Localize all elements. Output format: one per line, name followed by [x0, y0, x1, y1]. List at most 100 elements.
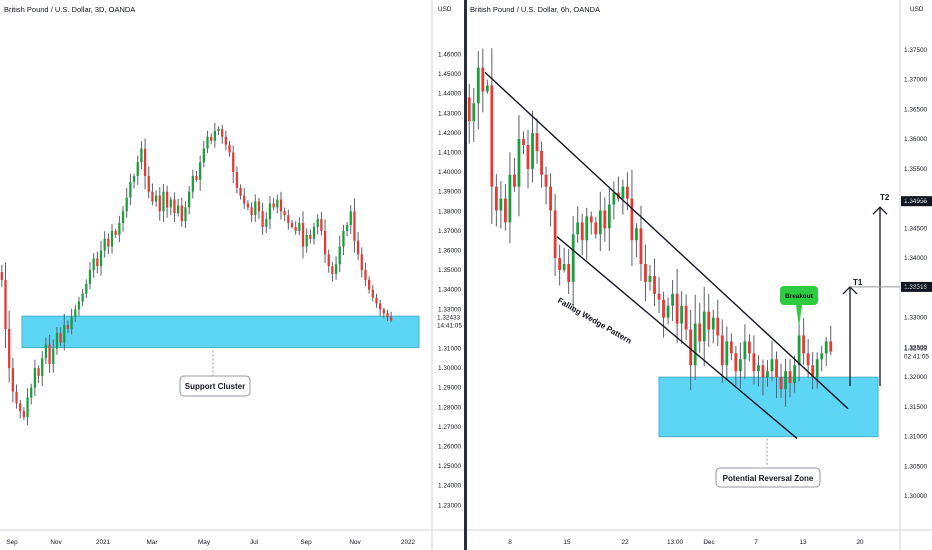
t1-label: T1 — [853, 278, 863, 287]
left-y-tick-21: 1.24000 — [438, 483, 462, 490]
left-candle-102 — [375, 297, 378, 304]
left-candle-96 — [353, 211, 356, 241]
left-candle-40 — [147, 176, 150, 192]
right-y-tick-6: 1.34500 — [904, 225, 928, 232]
right-candle-32 — [612, 192, 616, 205]
left-candle-94 — [345, 225, 349, 231]
right-candle-40 — [648, 275, 652, 282]
right-y-tick-4: 1.35500 — [904, 166, 928, 173]
left-candle-54 — [199, 162, 202, 180]
left-candle-38 — [140, 148, 143, 163]
right-candle-37 — [635, 228, 638, 241]
right-candle-47 — [680, 305, 684, 324]
right-candle-15 — [535, 133, 539, 151]
left-x-tick-2: 2021 — [96, 539, 111, 546]
left-candle-99 — [364, 270, 367, 280]
chart-panel-right[interactable]: Falling Wedge Pattern Breakout Potential R… — [467, 0, 932, 550]
left-y-tick-15: 1.30000 — [438, 365, 462, 372]
right-candle-38 — [639, 228, 643, 265]
left-candle-8 — [30, 387, 33, 398]
right-candles — [467, 48, 833, 407]
t2-price: 1.34956 — [904, 198, 928, 205]
right-y-tick-1: 1.37000 — [904, 77, 928, 84]
right-candle-80 — [829, 341, 833, 352]
left-y-tick-0: 1.46000 — [438, 52, 462, 59]
right-candle-18 — [549, 186, 552, 211]
right-candle-21 — [562, 264, 566, 270]
left-candle-0 — [0, 272, 3, 280]
left-candle-31 — [114, 230, 117, 235]
right-candle-76 — [811, 365, 815, 378]
right-y-tick-15: 1.30000 — [904, 493, 928, 500]
t2-price-tag — [901, 196, 932, 207]
left-candle-45 — [165, 191, 169, 208]
left-candle-50 — [184, 207, 187, 222]
left-candle-56 — [206, 136, 209, 149]
right-candle-19 — [553, 210, 557, 259]
right-candle-30 — [603, 210, 607, 229]
left-candle-14 — [52, 348, 55, 365]
left-candle-74 — [272, 203, 275, 208]
left-candle-98 — [360, 254, 363, 271]
left-candle-39 — [143, 148, 147, 177]
right-candle-61 — [743, 341, 747, 360]
left-candle-16 — [59, 332, 62, 343]
left-x-tick-5: Jul — [250, 539, 258, 546]
left-candle-55 — [202, 148, 205, 163]
right-candle-24 — [576, 222, 580, 235]
panel-divider[interactable] — [464, 0, 467, 550]
chart-panel-left[interactable]: Support Cluster 1.32433 14:41:05 1.46000 1.… — [0, 0, 464, 550]
left-candle-9 — [33, 368, 37, 388]
right-candle-71 — [788, 371, 792, 384]
right-candle-14 — [531, 133, 534, 169]
left-y-tick-18: 1.27000 — [438, 424, 462, 431]
right-candle-70 — [784, 371, 787, 390]
left-candle-22 — [81, 293, 84, 302]
left-candle-86 — [316, 219, 319, 227]
left-candle-57 — [210, 136, 213, 141]
right-candle-67 — [770, 359, 774, 372]
right-y-tick-7: 1.34000 — [904, 255, 928, 262]
left-candle-105 — [386, 313, 389, 318]
left-candle-58 — [213, 130, 217, 141]
right-x-tick-5: 7 — [754, 539, 758, 546]
left-y-tick-11: 1.35000 — [438, 267, 462, 274]
left-y-tick-22: 1.23000 — [438, 502, 462, 509]
left-candle-5 — [19, 403, 22, 412]
right-last-price: 1.32433 — [904, 345, 928, 352]
left-candle-92 — [338, 246, 341, 265]
left-candle-51 — [188, 191, 191, 208]
left-candle-10 — [37, 368, 40, 376]
left-candle-53 — [195, 176, 198, 180]
right-y-tick-9: 1.33000 — [904, 315, 928, 322]
right-candle-0 — [467, 97, 471, 122]
falling-wedge-label: Falling Wedge Pattern — [556, 296, 633, 346]
right-x-tick-2: 22 — [621, 539, 629, 546]
left-candle-20 — [74, 309, 77, 318]
left-candle-48 — [176, 205, 180, 214]
left-candle-65 — [239, 187, 242, 196]
right-candle-6 — [494, 186, 498, 211]
left-candle-89 — [327, 254, 330, 267]
left-candle-64 — [235, 172, 239, 188]
right-chart-svg[interactable]: Falling Wedge Pattern Breakout Potential R… — [467, 0, 932, 550]
right-candle-23 — [571, 234, 575, 282]
left-candle-59 — [217, 128, 220, 131]
right-candle-20 — [558, 258, 562, 270]
left-candle-67 — [246, 203, 250, 208]
right-y-tick-14: 1.30500 — [904, 463, 928, 470]
left-candle-93 — [342, 230, 345, 247]
right-candle-5 — [490, 85, 494, 187]
left-candle-29 — [107, 238, 110, 247]
left-candle-73 — [268, 203, 272, 220]
right-candle-63 — [752, 353, 756, 372]
left-candle-7 — [26, 397, 29, 418]
left-candle-85 — [312, 226, 316, 239]
right-candle-62 — [748, 341, 751, 354]
left-candle-69 — [254, 201, 257, 216]
left-candle-95 — [349, 211, 352, 226]
right-candle-22 — [567, 264, 571, 282]
left-candle-61 — [224, 136, 228, 145]
right-candle-26 — [585, 216, 589, 241]
